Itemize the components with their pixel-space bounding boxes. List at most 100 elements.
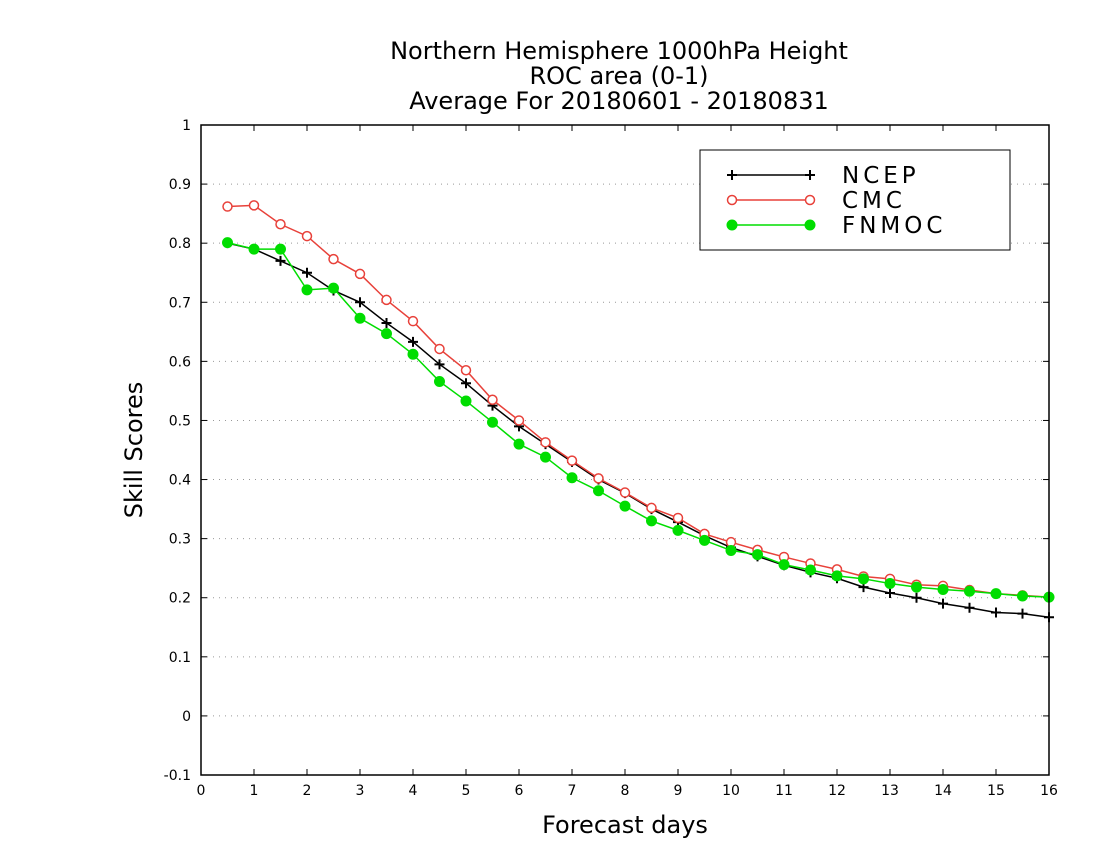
fnmoc-point — [964, 585, 975, 597]
y-tick-label: 0.4 — [169, 473, 191, 489]
y-tick-label: 0.7 — [169, 295, 191, 311]
fnmoc-point — [805, 564, 816, 576]
y-tick-label: 0.5 — [169, 413, 191, 429]
plot-frame — [200, 124, 1050, 776]
fnmoc-point — [248, 243, 260, 255]
ncep-point — [964, 602, 975, 613]
fnmoc-series — [222, 237, 1055, 603]
cmc-point — [301, 230, 313, 242]
cmc-point — [222, 201, 233, 212]
ncep-point — [355, 297, 365, 308]
legend-marker-ncep — [727, 170, 737, 180]
x-tick-label: 12 — [828, 783, 846, 799]
y-tick-label: 0.6 — [169, 354, 191, 370]
y-tick-label: -0.1 — [164, 768, 191, 784]
ncep-point — [275, 255, 286, 266]
y-tick-label: 0 — [182, 709, 191, 725]
fnmoc-point — [699, 534, 710, 546]
data-series — [222, 200, 1055, 623]
fnmoc-point — [831, 570, 843, 582]
legend-marker-fnmoc — [726, 219, 738, 231]
ncep-point — [885, 588, 895, 598]
ncep-point — [302, 267, 312, 278]
cmc-point — [381, 294, 392, 306]
cmc-line — [227, 204, 1050, 598]
fnmoc-point — [566, 472, 578, 484]
fnmoc-point — [593, 485, 604, 497]
cmc-point — [434, 343, 445, 355]
ncep-point — [991, 607, 1001, 618]
fnmoc-point — [672, 524, 684, 536]
fnmoc-point — [407, 348, 419, 360]
grid-lines — [201, 183, 1049, 717]
ncep-point — [1017, 608, 1028, 619]
fnmoc-point — [1017, 590, 1028, 602]
fnmoc-point — [434, 375, 445, 387]
x-tick-label: 2 — [303, 783, 312, 799]
x-tick-label: 16 — [1040, 783, 1058, 799]
cmc-point — [407, 315, 419, 327]
x-tick-label: 4 — [409, 783, 418, 799]
cmc-point — [275, 219, 286, 230]
legend-marker-ncep — [805, 170, 815, 180]
cmc-point — [593, 473, 604, 484]
x-tick-label: 6 — [515, 783, 524, 799]
y-axis-ticks: -0.1 0 0.1 0.2 0.3 0.4 0.5 0.6 0.7 0.8 0.9 1 — [164, 118, 1049, 784]
ncep-point — [408, 336, 418, 347]
cmc-point — [248, 200, 260, 211]
legend-label-ncep: NCEP — [842, 163, 920, 189]
x-axis-ticks: 0 1 2 3 4 5 6 7 8 9 10 11 12 13 14 15 16 — [197, 125, 1058, 799]
chart-title-line-3: Average For 20180601 - 20180831 — [409, 87, 829, 115]
fnmoc-point — [328, 282, 339, 294]
ncep-point — [434, 359, 445, 370]
x-tick-label: 9 — [674, 783, 683, 799]
chart-title-line-2: ROC area (0-1) — [529, 62, 708, 90]
ncep-point — [938, 598, 948, 609]
y-axis-label: Skill Scores — [120, 382, 148, 519]
fnmoc-line — [227, 241, 1050, 598]
fnmoc-point — [540, 451, 551, 463]
x-axis-label: Forecast days — [542, 811, 708, 839]
fnmoc-point — [778, 559, 790, 571]
x-tick-label: 8 — [621, 783, 630, 799]
cmc-point — [513, 415, 525, 426]
x-tick-label: 0 — [197, 783, 206, 799]
x-tick-label: 5 — [462, 783, 471, 799]
fnmoc-point — [990, 588, 1002, 600]
x-tick-label: 15 — [987, 783, 1005, 799]
x-tick-label: 13 — [881, 783, 899, 799]
cmc-point — [487, 394, 498, 406]
fnmoc-point — [513, 438, 525, 450]
ncep-point — [461, 378, 471, 389]
fnmoc-point — [725, 544, 737, 556]
fnmoc-point — [646, 515, 657, 527]
cmc-point — [619, 487, 631, 498]
fnmoc-point — [487, 416, 498, 428]
x-tick-label: 1 — [250, 783, 259, 799]
fnmoc-point — [222, 237, 233, 249]
y-tick-label: 0.9 — [169, 177, 191, 193]
fnmoc-point — [301, 284, 313, 296]
cmc-point — [540, 437, 551, 448]
fnmoc-point — [275, 243, 286, 255]
y-tick-label: 1 — [182, 118, 191, 134]
fnmoc-point — [619, 500, 631, 512]
fnmoc-point — [460, 395, 472, 407]
x-tick-label: 7 — [568, 783, 577, 799]
legend-label-fnmoc: FNMOC — [842, 213, 946, 239]
cmc-point — [566, 455, 578, 466]
cmc-point — [354, 268, 366, 280]
cmc-point — [672, 512, 684, 524]
ncep-point — [911, 592, 922, 603]
x-tick-label: 11 — [775, 783, 793, 799]
y-tick-label: 0.2 — [169, 591, 191, 607]
legend-marker-cmc — [726, 194, 738, 206]
y-tick-label: 0.1 — [169, 650, 191, 666]
cmc-point — [646, 502, 657, 514]
ncep-line — [227, 242, 1050, 618]
fnmoc-point — [752, 549, 763, 561]
y-tick-label: 0.3 — [169, 532, 191, 548]
x-tick-label: 10 — [722, 783, 740, 799]
